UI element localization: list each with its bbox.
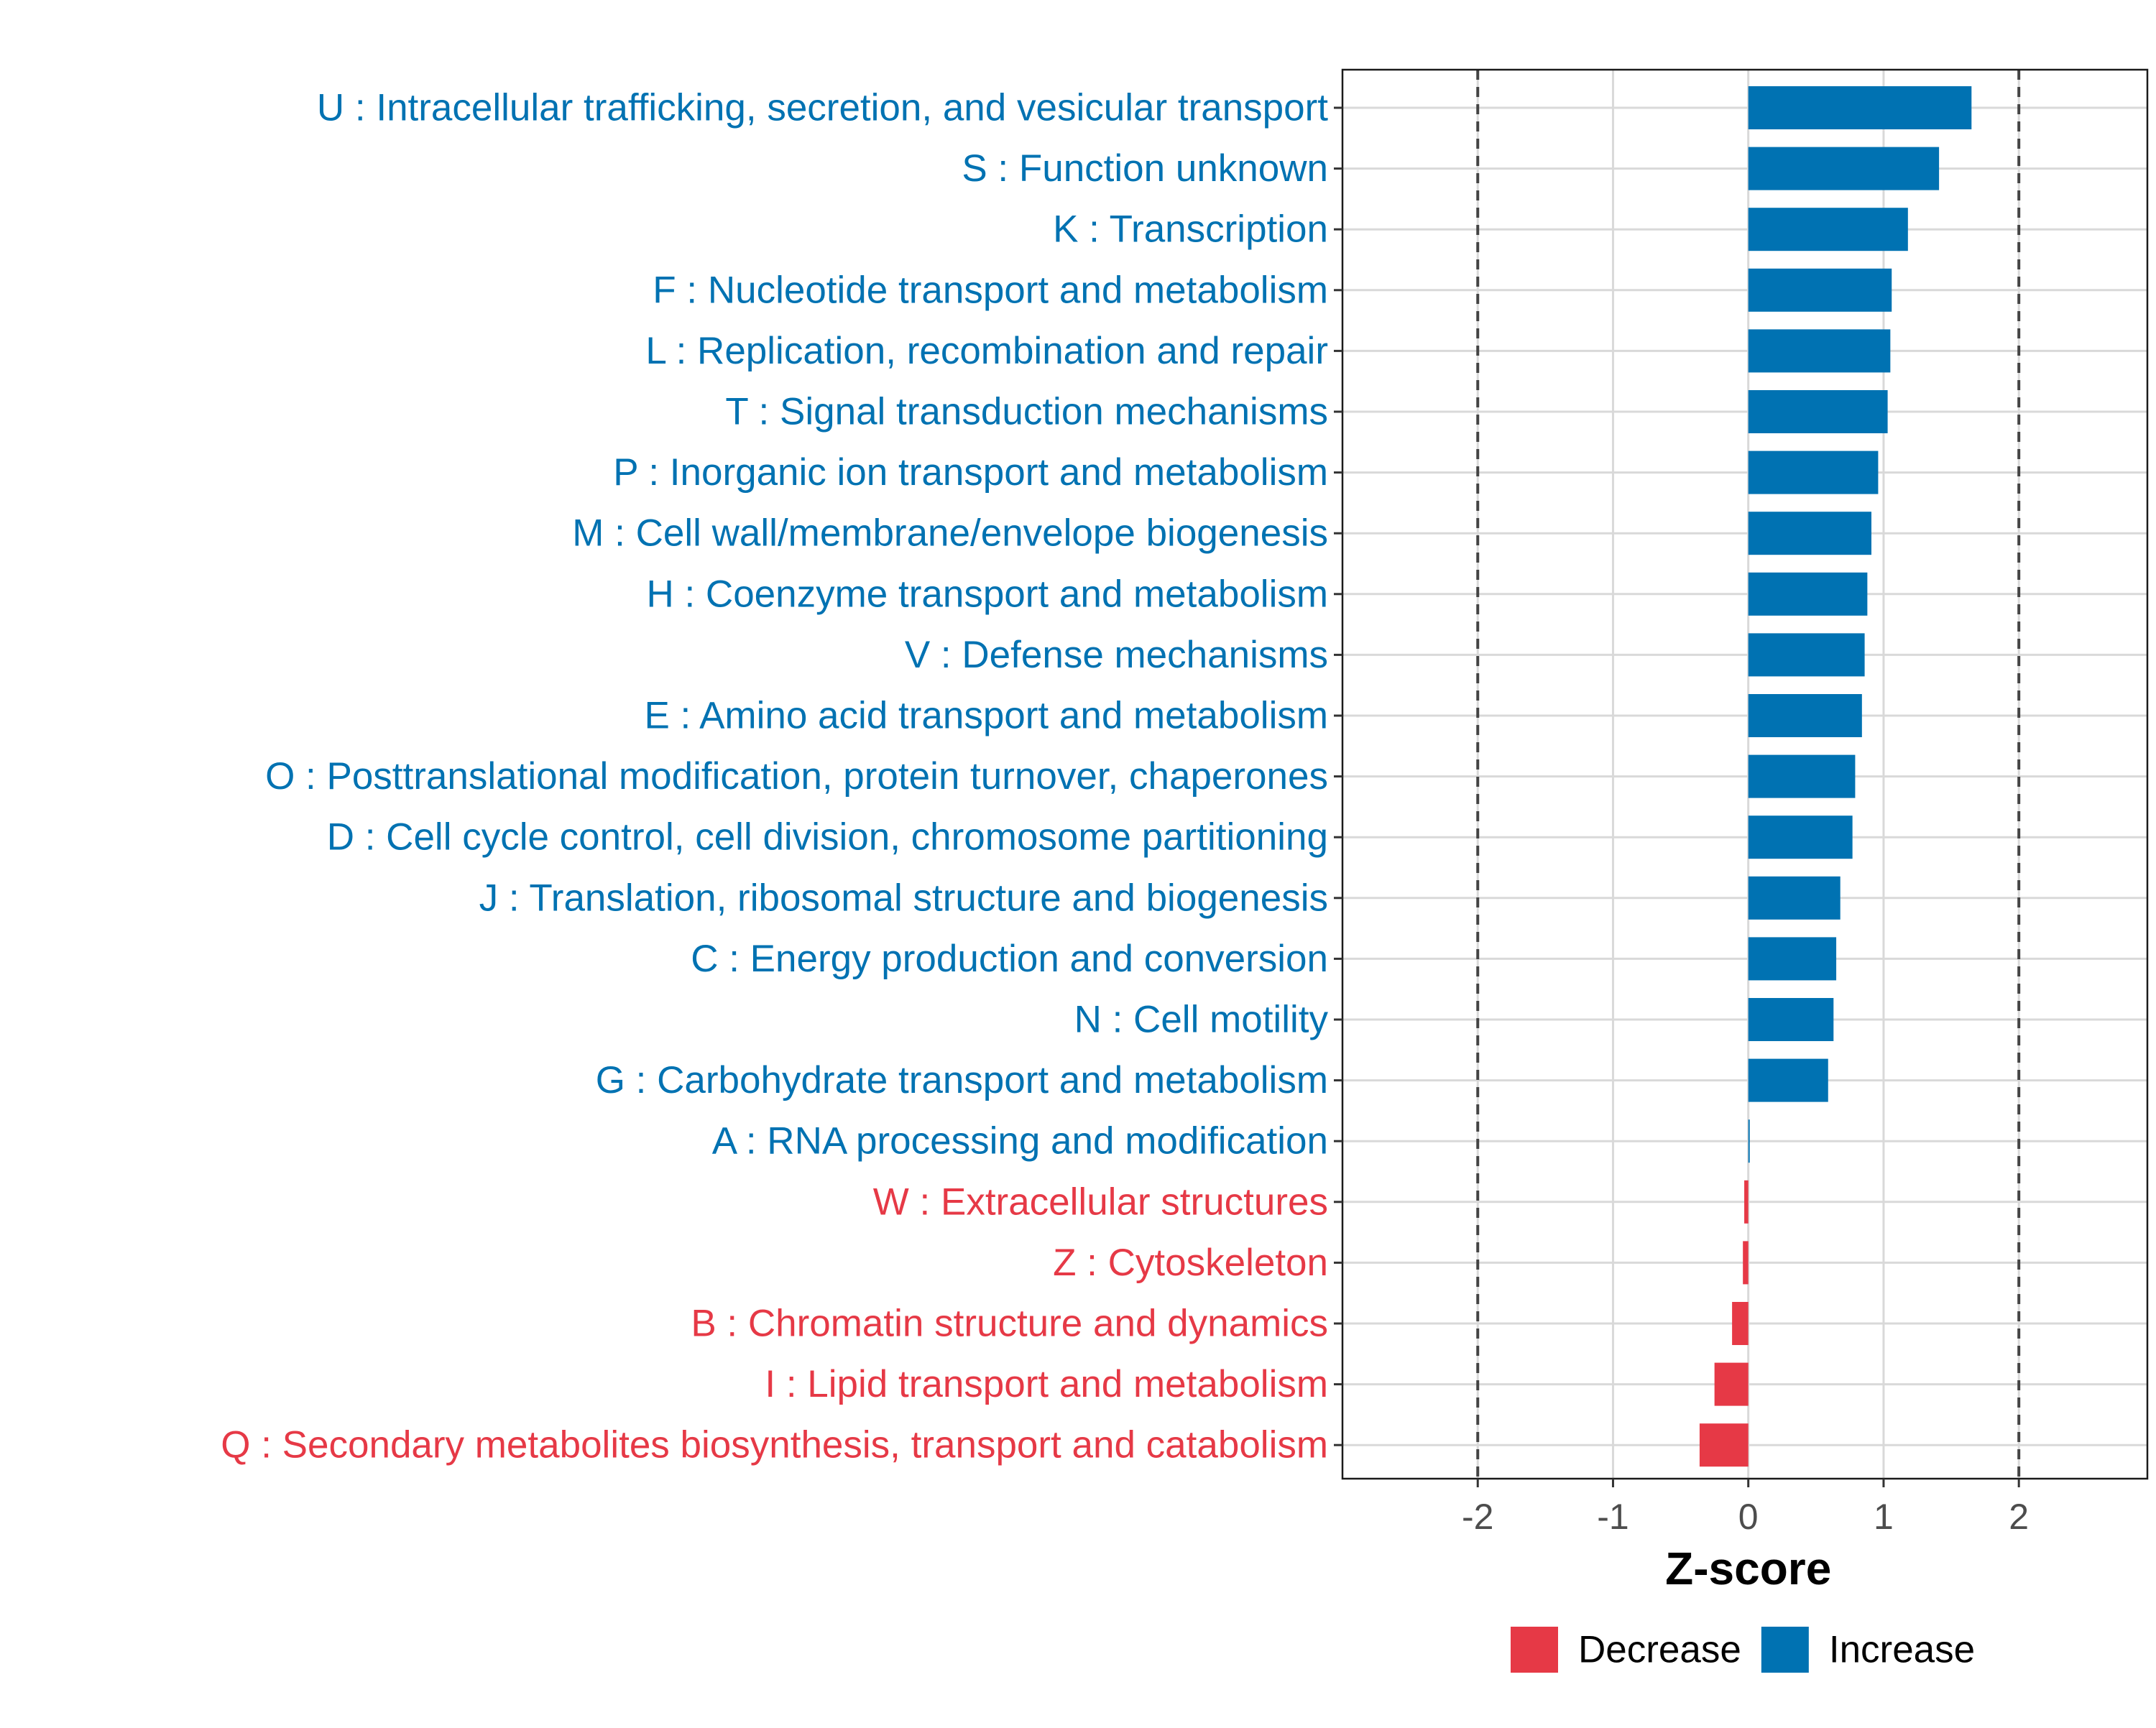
category-label: E : Amino acid transport and metabolism bbox=[644, 695, 1328, 737]
bar bbox=[1748, 694, 1862, 737]
legend-label: Increase bbox=[1829, 1629, 1975, 1671]
bar bbox=[1748, 998, 1834, 1041]
bar bbox=[1748, 1058, 1828, 1102]
bar bbox=[1743, 1241, 1749, 1285]
bar bbox=[1732, 1302, 1749, 1345]
bar bbox=[1748, 451, 1879, 494]
category-label: T : Signal transduction mechanisms bbox=[725, 391, 1328, 433]
bar bbox=[1748, 86, 1972, 129]
x-tick-label: -1 bbox=[1597, 1497, 1628, 1537]
category-label: U : Intracellular trafficking, secretion… bbox=[317, 87, 1328, 129]
legend-swatch bbox=[1761, 1627, 1809, 1673]
bar bbox=[1748, 572, 1868, 616]
bar bbox=[1748, 512, 1871, 555]
bar bbox=[1748, 937, 1837, 981]
category-label: M : Cell wall/membrane/envelope biogenes… bbox=[572, 512, 1328, 555]
legend-swatch bbox=[1511, 1627, 1558, 1673]
bar bbox=[1748, 876, 1841, 920]
category-label: V : Defense mechanisms bbox=[905, 634, 1328, 676]
legend-label: Decrease bbox=[1578, 1629, 1741, 1671]
category-label: Z : Cytoskeleton bbox=[1053, 1242, 1328, 1284]
bar bbox=[1744, 1180, 1749, 1224]
bar bbox=[1748, 390, 1888, 433]
x-tick-label: 2 bbox=[2009, 1497, 2029, 1537]
category-label: D : Cell cycle control, cell division, c… bbox=[327, 816, 1328, 859]
bar bbox=[1748, 329, 1891, 373]
bar bbox=[1714, 1362, 1749, 1406]
x-tick-label: 0 bbox=[1738, 1497, 1759, 1537]
bar bbox=[1748, 816, 1853, 859]
category-label: O : Posttranslational modification, prot… bbox=[265, 755, 1328, 798]
category-label: A : RNA processing and modification bbox=[712, 1120, 1328, 1163]
category-label: N : Cell motility bbox=[1074, 999, 1329, 1041]
bar bbox=[1748, 268, 1892, 312]
category-label: J : Translation, ribosomal structure and… bbox=[479, 877, 1328, 919]
category-label: C : Energy production and conversion bbox=[691, 938, 1328, 980]
category-label: H : Coenzyme transport and metabolism bbox=[646, 573, 1328, 615]
x-tick-label: -2 bbox=[1462, 1497, 1493, 1537]
category-label: B : Chromatin structure and dynamics bbox=[691, 1303, 1328, 1345]
category-label: F : Nucleotide transport and metabolism bbox=[653, 269, 1328, 311]
bar bbox=[1748, 633, 1865, 677]
category-label: Q : Secondary metabolites biosynthesis, … bbox=[221, 1424, 1328, 1466]
bar bbox=[1748, 208, 1908, 251]
bar bbox=[1748, 147, 1940, 190]
bar bbox=[1748, 1119, 1750, 1163]
category-label: I : Lipid transport and metabolism bbox=[765, 1363, 1328, 1405]
x-tick-label: 1 bbox=[1874, 1497, 1894, 1537]
category-label: G : Carbohydrate transport and metabolis… bbox=[596, 1059, 1328, 1101]
category-label: S : Function unknown bbox=[962, 147, 1328, 190]
panel-border bbox=[1341, 68, 2149, 1480]
x-axis-title: Z-score bbox=[1665, 1543, 1831, 1594]
category-label: L : Replication, recombination and repai… bbox=[645, 330, 1328, 372]
category-label: K : Transcription bbox=[1053, 208, 1328, 251]
bar bbox=[1748, 754, 1856, 798]
bar bbox=[1699, 1423, 1749, 1467]
category-label: P : Inorganic ion transport and metaboli… bbox=[613, 451, 1328, 494]
category-label: W : Extracellular structures bbox=[873, 1181, 1328, 1223]
